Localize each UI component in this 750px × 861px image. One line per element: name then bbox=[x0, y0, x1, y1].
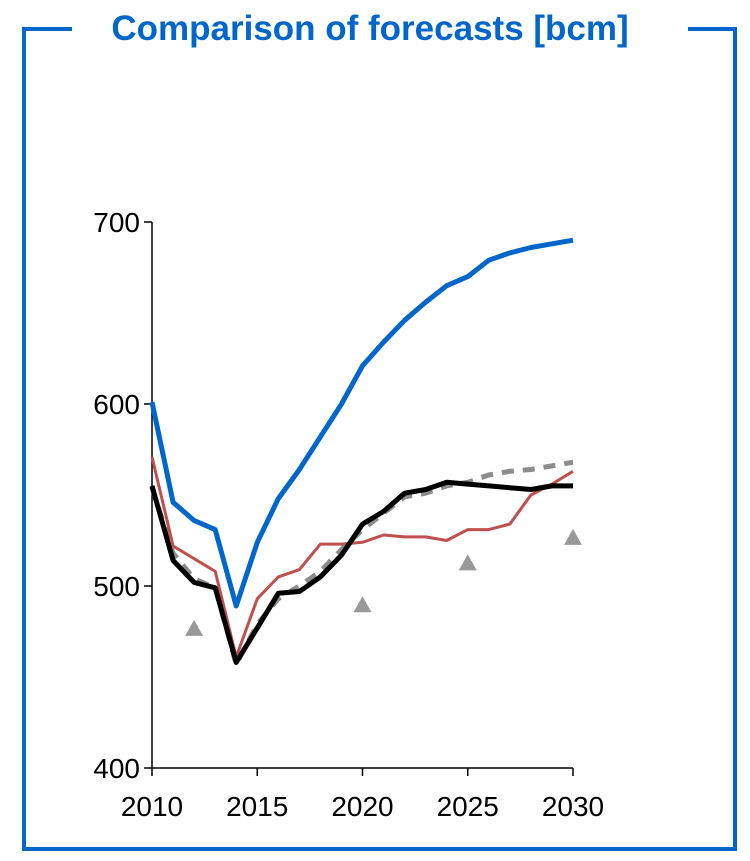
y-tick-label: 700 bbox=[93, 207, 140, 238]
triangle-marker bbox=[353, 596, 372, 613]
x-ticks: 2010 2015 2020 2025 2030 bbox=[121, 768, 604, 822]
y-ticks: 400 500 600 700 bbox=[93, 207, 152, 784]
x-tick-label: 2010 bbox=[121, 791, 183, 822]
triangle-marker bbox=[564, 528, 582, 545]
series-line-1 bbox=[149, 459, 574, 667]
y-tick-label: 400 bbox=[93, 753, 140, 784]
x-tick-label: 2030 bbox=[542, 791, 604, 822]
series-line-2 bbox=[150, 456, 574, 659]
series-layer bbox=[149, 237, 582, 667]
triangle-marker bbox=[458, 554, 477, 571]
x-tick-label: 2025 bbox=[437, 791, 499, 822]
chart-frame bbox=[22, 27, 737, 851]
x-tick-label: 2015 bbox=[226, 791, 288, 822]
y-tick-label: 600 bbox=[93, 389, 140, 420]
y-tick-label: 500 bbox=[93, 571, 140, 602]
chart-title: Comparison of forecasts [bcm] bbox=[111, 9, 628, 48]
series-line-3 bbox=[149, 479, 573, 665]
triangle-marker bbox=[185, 619, 204, 636]
series-line-0 bbox=[149, 237, 574, 609]
x-tick-label: 2020 bbox=[331, 791, 393, 822]
